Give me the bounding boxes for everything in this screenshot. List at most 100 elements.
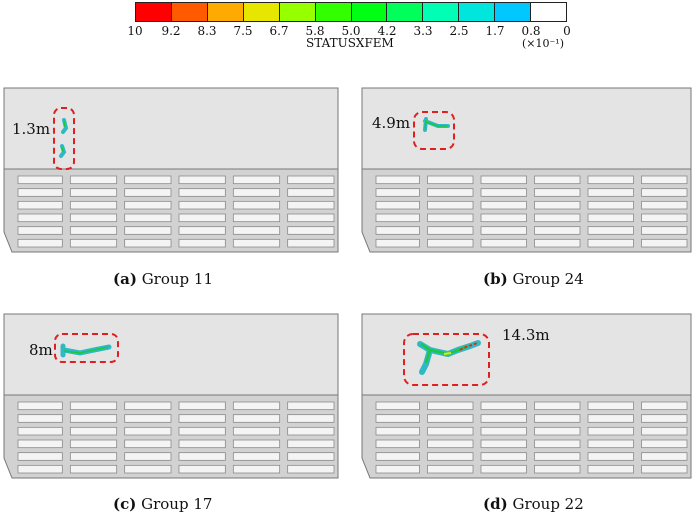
- facade-opening: [587, 401, 634, 411]
- facade-opening: [641, 188, 688, 197]
- legend-tick-label: 0: [563, 24, 571, 38]
- facade-opening: [287, 238, 335, 248]
- facade-opening: [17, 200, 63, 210]
- legend-swatch: [243, 3, 280, 21]
- facade-opening: [641, 414, 688, 423]
- legend-swatch: [351, 3, 388, 21]
- facade-opening: [124, 401, 172, 411]
- facade-opening: [17, 226, 63, 235]
- facade-opening: [17, 175, 63, 185]
- facade-opening: [124, 213, 172, 223]
- facade-opening: [232, 238, 281, 248]
- facade-opening: [427, 175, 474, 185]
- legend-tick-label: 6.7: [269, 24, 289, 38]
- crack-a: [59, 118, 69, 158]
- facade-opening: [178, 401, 226, 411]
- facade-opening: [641, 401, 688, 411]
- distance-label-c: 8m: [29, 341, 53, 359]
- facade-opening: [480, 439, 527, 449]
- facade-opening: [287, 401, 335, 411]
- facade-opening: [178, 439, 226, 449]
- facade-opening: [427, 200, 474, 210]
- facade-opening: [641, 238, 688, 248]
- facade-opening: [587, 464, 634, 474]
- facade-opening: [17, 238, 63, 248]
- facade-opening: [427, 426, 474, 436]
- facade-opening: [534, 238, 581, 248]
- legend-swatch: [495, 3, 532, 21]
- facade-opening: [287, 439, 335, 449]
- facade-opening: [480, 200, 527, 210]
- facade-opening: [641, 439, 688, 449]
- facade-opening: [178, 226, 226, 235]
- facade-opening: [480, 213, 527, 223]
- legend-swatch: [171, 3, 208, 21]
- legend-tick-label: 4.2: [377, 24, 397, 38]
- legend-swatch: [423, 3, 460, 21]
- facade-opening: [287, 175, 335, 185]
- caption-a-group: Group 11: [141, 270, 214, 288]
- facade-opening: [587, 226, 634, 235]
- facade-opening: [641, 452, 688, 461]
- facade-opening: [287, 426, 335, 436]
- facade-opening: [641, 226, 688, 235]
- legend-tick-label: 0.8: [521, 24, 541, 38]
- facade-opening: [534, 464, 581, 474]
- facade-opening: [480, 426, 527, 436]
- facade-opening: [124, 200, 172, 210]
- facade-opening: [587, 439, 634, 449]
- facade-opening: [480, 414, 527, 423]
- panel-d-building: [361, 313, 692, 479]
- panel-c-building: [3, 313, 339, 479]
- legend-tick-label: 1.7: [485, 24, 505, 38]
- caption-a-letter: (a): [113, 270, 137, 288]
- facade-opening: [534, 414, 581, 423]
- facade-opening: [17, 188, 63, 197]
- distance-label-b: 4.9m: [372, 114, 411, 132]
- facade-opening: [534, 188, 581, 197]
- caption-b-letter: (b): [483, 270, 508, 288]
- facade-opening: [375, 226, 420, 235]
- status-legend: 10 9.2 8.3 7.5 6.7 5.8 5.0 4.2 3.3 2.5 1.7 0.8 0 STA…: [0, 0, 699, 56]
- facade-opening: [124, 439, 172, 449]
- legend-tick-label: 5.0: [341, 24, 361, 38]
- facade-opening: [534, 226, 581, 235]
- facade-opening: [69, 426, 118, 436]
- legend-swatch: [531, 3, 567, 21]
- legend-tick-label: 3.3: [413, 24, 433, 38]
- caption-c-group: Group 17: [141, 495, 213, 513]
- facade-opening: [232, 226, 281, 235]
- facade-opening: [480, 401, 527, 411]
- facade-opening: [427, 439, 474, 449]
- facade-opening: [587, 200, 634, 210]
- facade-opening: [375, 439, 420, 449]
- facade-opening: [534, 213, 581, 223]
- facade-opening: [178, 175, 226, 185]
- facade-opening: [232, 175, 281, 185]
- facade-opening: [641, 426, 688, 436]
- panel-b-building: [361, 87, 692, 253]
- facade-opening: [375, 414, 420, 423]
- facade-opening: [287, 213, 335, 223]
- facade-opening: [427, 401, 474, 411]
- facade-opening: [480, 175, 527, 185]
- facade-opening: [534, 452, 581, 461]
- facade-opening: [375, 464, 420, 474]
- distance-label-a: 1.3m: [12, 120, 51, 138]
- facade-opening: [375, 452, 420, 461]
- facade-opening: [375, 188, 420, 197]
- facade-opening: [641, 200, 688, 210]
- facade-opening: [427, 213, 474, 223]
- facade-opening: [232, 439, 281, 449]
- highlight-box-c: [54, 333, 119, 363]
- facade-opening: [587, 213, 634, 223]
- facade-opening: [287, 452, 335, 461]
- distance-label-d: 14.3m: [502, 326, 550, 344]
- highlight-box-d: [403, 333, 490, 386]
- facade-opening: [232, 401, 281, 411]
- facade-opening: [587, 414, 634, 423]
- facade-opening: [641, 175, 688, 185]
- facade-opening: [480, 464, 527, 474]
- facade-opening: [427, 464, 474, 474]
- facade-opening: [178, 426, 226, 436]
